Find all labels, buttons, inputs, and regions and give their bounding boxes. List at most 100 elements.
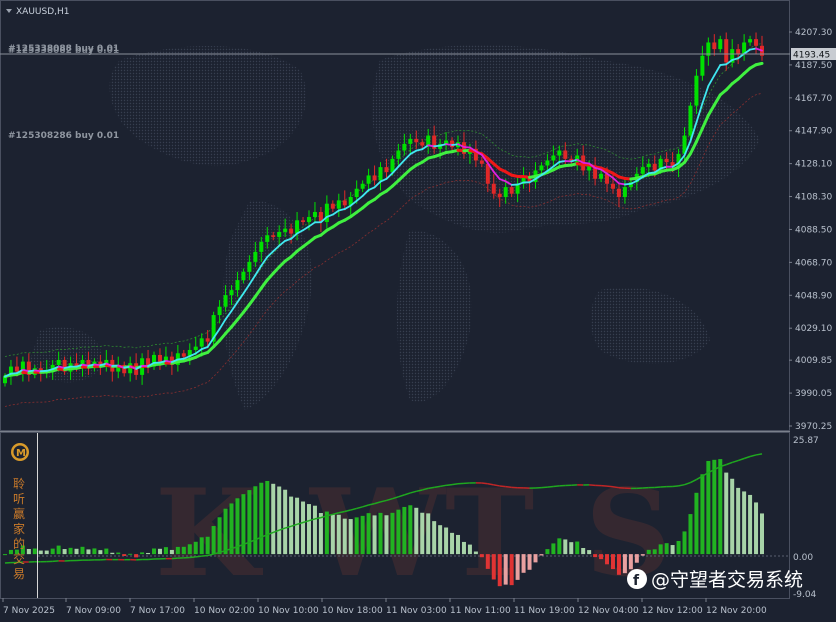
candle-body[interactable] (229, 290, 234, 296)
candle-body[interactable] (402, 143, 407, 151)
candle-body[interactable] (646, 163, 651, 168)
candle-body[interactable] (718, 39, 723, 50)
candle-body[interactable] (706, 42, 711, 56)
candle-body[interactable] (3, 376, 7, 384)
candle-body[interactable] (56, 359, 61, 365)
candle-body[interactable] (730, 49, 735, 63)
candle-body[interactable] (521, 177, 526, 184)
candle-body[interactable] (187, 349, 192, 357)
candle-body[interactable] (426, 135, 431, 146)
candle-body[interactable] (301, 220, 306, 222)
candle-body[interactable] (342, 200, 347, 206)
candle-body[interactable] (599, 173, 604, 179)
candle-body[interactable] (384, 167, 389, 173)
candle-body[interactable] (700, 55, 705, 76)
candle-body[interactable] (306, 216, 311, 222)
candle-body[interactable] (330, 203, 335, 209)
candle-body[interactable] (14, 366, 19, 372)
candle-body[interactable] (450, 140, 455, 148)
candle-body[interactable] (605, 173, 610, 184)
candle-body[interactable] (74, 363, 79, 367)
candle-body[interactable] (432, 135, 437, 149)
candle-body[interactable] (640, 167, 645, 174)
candle-body[interactable] (181, 353, 186, 357)
candle-body[interactable] (372, 175, 377, 181)
candle-body[interactable] (354, 188, 359, 198)
candle-body[interactable] (235, 280, 240, 291)
candle-body[interactable] (336, 200, 341, 209)
candle-body[interactable] (688, 105, 693, 136)
candle-body[interactable] (152, 354, 157, 367)
candle-body[interactable] (80, 359, 85, 367)
candle-body[interactable] (241, 271, 246, 281)
candle-body[interactable] (682, 135, 687, 154)
candle-body[interactable] (616, 188, 621, 198)
candle-body[interactable] (539, 165, 544, 171)
candle-body[interactable] (670, 162, 675, 168)
candle-body[interactable] (622, 187, 627, 198)
candle-body[interactable] (444, 140, 449, 144)
candle-body[interactable] (408, 138, 413, 144)
candle-body[interactable] (20, 361, 25, 372)
candle-body[interactable] (724, 39, 729, 63)
candle-body[interactable] (116, 364, 121, 372)
candle-body[interactable] (479, 160, 484, 164)
candle-body[interactable] (414, 138, 419, 143)
candle-body[interactable] (360, 183, 365, 189)
candle-body[interactable] (253, 251, 258, 262)
candle-body[interactable] (557, 150, 562, 156)
candle-body[interactable] (277, 231, 282, 237)
candle-body[interactable] (193, 346, 198, 350)
candle-body[interactable] (551, 155, 556, 161)
candle-body[interactable] (62, 359, 67, 372)
candle-body[interactable] (205, 338, 210, 342)
candle-body[interactable] (563, 150, 568, 159)
candle-body[interactable] (658, 158, 663, 171)
candle-body[interactable] (587, 165, 592, 171)
candle-body[interactable] (146, 358, 151, 367)
dropdown-triangle-icon[interactable] (6, 9, 12, 13)
candle-body[interactable] (8, 366, 13, 377)
candle-body[interactable] (503, 187, 508, 198)
candle-body[interactable] (676, 153, 681, 168)
candle-body[interactable] (122, 364, 127, 374)
candle-body[interactable] (473, 148, 478, 161)
candle-body[interactable] (396, 150, 401, 159)
candle-body[interactable] (26, 361, 31, 375)
candle-body[interactable] (420, 142, 425, 146)
candle-body[interactable] (742, 42, 747, 55)
candle-body[interactable] (86, 359, 91, 369)
candle-body[interactable] (485, 163, 490, 184)
candle-body[interactable] (259, 241, 264, 252)
candle-body[interactable] (545, 160, 550, 166)
candle-body[interactable] (217, 306, 222, 316)
candle-body[interactable] (509, 187, 514, 194)
candle-body[interactable] (283, 228, 288, 232)
candle-body[interactable] (318, 212, 323, 222)
candle-body[interactable] (223, 295, 228, 307)
candle-body[interactable] (128, 363, 133, 374)
candle-body[interactable] (348, 197, 353, 206)
candle-body[interactable] (265, 235, 270, 242)
candle-body[interactable] (664, 158, 669, 163)
candle-body[interactable] (497, 193, 502, 198)
order-label[interactable]: #125338088 buy 0.01 (8, 44, 119, 54)
candle-body[interactable] (694, 75, 699, 106)
candle-body[interactable] (312, 212, 317, 217)
time-axis[interactable]: 7 Nov 2025 7 Nov 09:00 7 Nov 17:00 10 Nov 0… (2, 598, 767, 616)
candle-body[interactable] (461, 142, 466, 154)
candle-body[interactable] (289, 228, 294, 234)
order-label[interactable]: #125308286 buy 0.01 (8, 131, 119, 141)
price-axis[interactable]: 4207.30 4187.50 4167.70 4147.90 4128.10 4108.… (789, 28, 832, 432)
candle-body[interactable] (515, 183, 520, 194)
candle-body[interactable] (390, 158, 395, 173)
candle-body[interactable] (748, 39, 753, 43)
candle-body[interactable] (712, 42, 717, 50)
candle-body[interactable] (527, 177, 532, 183)
candle-body[interactable] (491, 183, 496, 194)
candle-body[interactable] (157, 354, 162, 362)
candle-body[interactable] (211, 315, 216, 342)
candle-body[interactable] (271, 235, 276, 237)
candle-body[interactable] (199, 338, 204, 347)
